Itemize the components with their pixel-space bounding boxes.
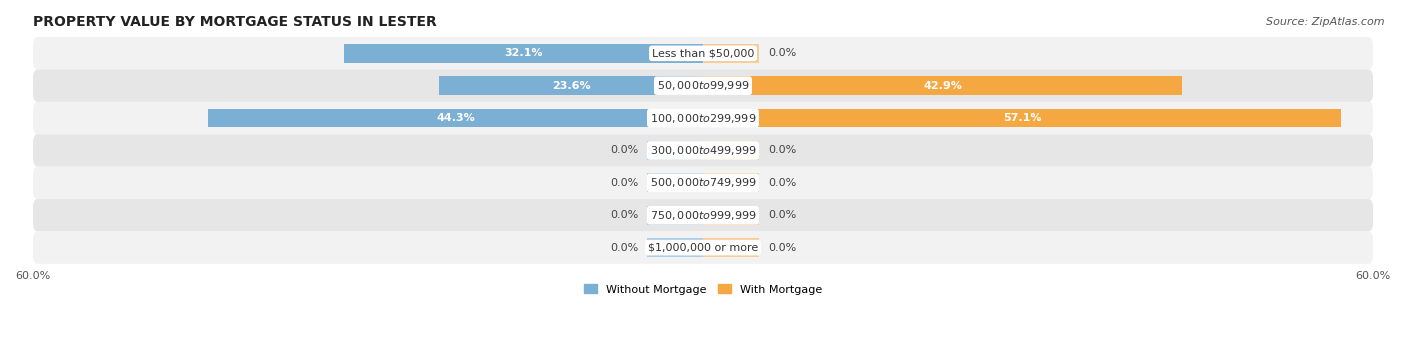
Text: $1,000,000 or more: $1,000,000 or more [648, 243, 758, 253]
Bar [344, 44, 703, 63]
FancyBboxPatch shape [32, 102, 1374, 134]
Text: 0.0%: 0.0% [610, 178, 638, 188]
Text: 0.0%: 0.0% [768, 243, 796, 253]
Text: 42.9%: 42.9% [924, 81, 962, 91]
Text: 0.0%: 0.0% [610, 210, 638, 220]
FancyBboxPatch shape [32, 232, 1374, 264]
Text: Source: ZipAtlas.com: Source: ZipAtlas.com [1267, 17, 1385, 27]
Text: 0.0%: 0.0% [768, 48, 796, 58]
Text: 0.0%: 0.0% [768, 178, 796, 188]
Text: 0.0%: 0.0% [768, 210, 796, 220]
Text: $300,000 to $499,999: $300,000 to $499,999 [650, 144, 756, 157]
Bar [703, 109, 1341, 128]
Text: 32.1%: 32.1% [505, 48, 543, 58]
Bar [703, 44, 759, 63]
Text: Less than $50,000: Less than $50,000 [652, 48, 754, 58]
Bar [647, 174, 703, 192]
Text: 0.0%: 0.0% [610, 243, 638, 253]
Bar [703, 76, 1182, 95]
Bar [208, 109, 703, 128]
Text: $50,000 to $99,999: $50,000 to $99,999 [657, 79, 749, 92]
Text: 44.3%: 44.3% [436, 113, 475, 123]
FancyBboxPatch shape [32, 199, 1374, 232]
Bar [703, 174, 759, 192]
Bar [703, 141, 759, 160]
Bar [647, 141, 703, 160]
Text: 57.1%: 57.1% [1002, 113, 1042, 123]
Bar [703, 206, 759, 225]
Text: 23.6%: 23.6% [551, 81, 591, 91]
Legend: Without Mortgage, With Mortgage: Without Mortgage, With Mortgage [579, 280, 827, 299]
Text: $750,000 to $999,999: $750,000 to $999,999 [650, 209, 756, 222]
Text: 0.0%: 0.0% [610, 146, 638, 155]
Bar [439, 76, 703, 95]
Text: $100,000 to $299,999: $100,000 to $299,999 [650, 112, 756, 124]
Bar [647, 238, 703, 257]
Text: PROPERTY VALUE BY MORTGAGE STATUS IN LESTER: PROPERTY VALUE BY MORTGAGE STATUS IN LES… [32, 15, 436, 29]
FancyBboxPatch shape [32, 70, 1374, 102]
FancyBboxPatch shape [32, 37, 1374, 70]
Text: $500,000 to $749,999: $500,000 to $749,999 [650, 176, 756, 189]
FancyBboxPatch shape [32, 134, 1374, 167]
Bar [703, 238, 759, 257]
Bar [647, 206, 703, 225]
Text: 0.0%: 0.0% [768, 146, 796, 155]
FancyBboxPatch shape [32, 167, 1374, 199]
